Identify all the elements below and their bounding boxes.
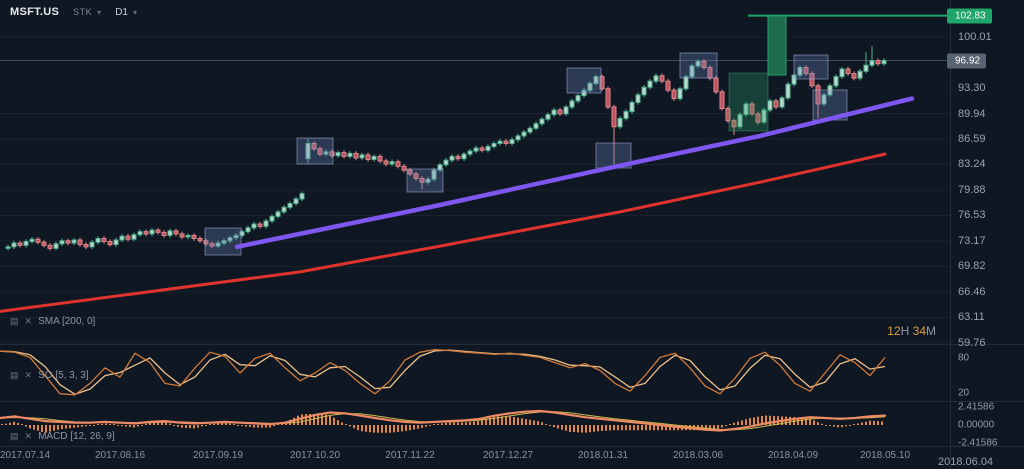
- alert-price-badge: 102.83: [947, 8, 992, 24]
- price-tick-label: 79.88: [958, 183, 986, 196]
- price-tick-label: 100.01: [958, 31, 992, 43]
- macd-upper-value: 2.41586: [958, 401, 995, 413]
- timeframe-dropdown[interactable]: D1 ▾: [115, 6, 137, 18]
- indicator-close-icon[interactable]: ✕: [24, 370, 33, 380]
- macd-indicator-legend: ▤ ✕ MACD [12, 26, 9]: [10, 431, 115, 442]
- price-tick-label: 76.53: [958, 209, 986, 222]
- date-tick-label: 2018.05.10: [859, 450, 911, 461]
- last-date-label: 2018.06.04: [938, 456, 994, 468]
- date-tick-label: 2018.03.06: [672, 450, 724, 461]
- date-tick-label: 2017.10.20: [289, 450, 341, 461]
- chevron-down-icon: ▾: [132, 7, 137, 17]
- date-tick-label: 2018.01.31: [577, 450, 629, 461]
- sma-indicator-label: SMA [200, 0]: [38, 316, 96, 327]
- price-tick-label: 63.11: [958, 311, 985, 324]
- date-tick-label: 2017.12.27: [482, 450, 534, 461]
- chevron-down-icon: ▾: [97, 7, 102, 17]
- symbol-label: MSFT.US: [10, 6, 60, 18]
- indicator-settings-icon[interactable]: ▤: [10, 370, 19, 380]
- date-tick-label: 2017.11.22: [385, 450, 435, 461]
- so-indicator-label: SO [5, 3, 3]: [38, 370, 89, 381]
- macd-zero-value: 0.00000: [958, 419, 995, 431]
- indicator-settings-icon[interactable]: ▤: [10, 316, 19, 326]
- indicator-close-icon[interactable]: ✕: [24, 431, 33, 441]
- indicator-settings-icon[interactable]: ▤: [10, 431, 19, 441]
- date-tick-label: 2017.07.14: [0, 450, 51, 461]
- price-tick-label: 66.46: [958, 285, 986, 298]
- price-tick-label: 89.94: [958, 107, 986, 120]
- price-tick-label: 83.24: [958, 158, 986, 171]
- price-tick-label: 86.59: [958, 132, 986, 145]
- date-tick-label: 2017.08.16: [94, 450, 146, 461]
- so-lower-band-value: 20: [958, 387, 970, 399]
- sma-indicator-legend: ▤ ✕ SMA [200, 0]: [10, 316, 95, 327]
- bar-close-countdown: 12H 34M: [887, 324, 936, 338]
- macd-lower-value: -2.41586: [958, 437, 998, 449]
- so-upper-band-value: 80: [958, 352, 970, 364]
- current-price-badge: 96.92: [947, 53, 987, 69]
- macd-indicator-label: MACD [12, 26, 9]: [38, 431, 115, 442]
- chart-topbar: MSFT.US STK ▾ D1 ▾: [10, 6, 137, 18]
- so-indicator-legend: ▤ ✕ SO [5, 3, 3]: [10, 370, 89, 381]
- security-type-dropdown[interactable]: STK ▾: [73, 7, 102, 17]
- date-tick-label: 2017.09.19: [192, 450, 244, 461]
- date-tick-label: 2018.04.09: [767, 450, 819, 461]
- price-tick-label: 59.76: [958, 336, 986, 349]
- price-tick-label: 69.82: [958, 260, 986, 273]
- price-tick-label: 73.17: [958, 234, 986, 247]
- indicator-close-icon[interactable]: ✕: [24, 316, 33, 326]
- price-tick-label: 93.30: [958, 81, 986, 94]
